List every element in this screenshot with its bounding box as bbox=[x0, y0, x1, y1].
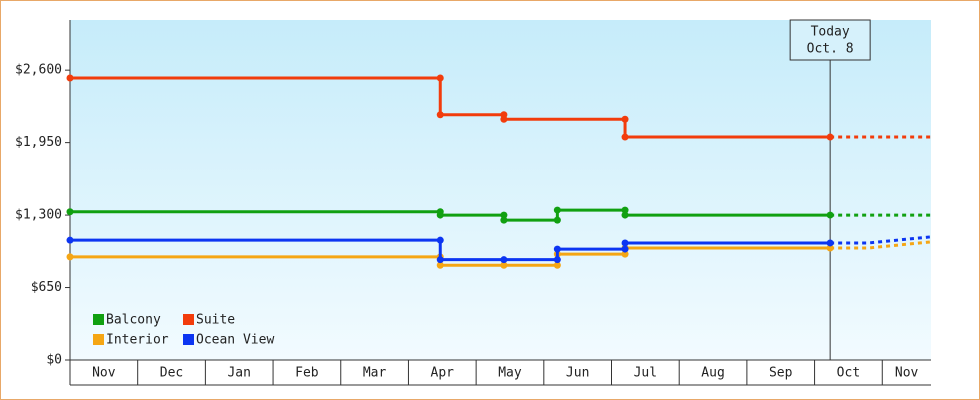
projection-line bbox=[830, 240, 932, 250]
x-tick-label: Sep bbox=[769, 366, 793, 381]
legend-swatch bbox=[93, 314, 104, 325]
point bbox=[553, 256, 561, 264]
x-tick-label: Nov bbox=[895, 366, 919, 381]
today-label: Oct. 8 bbox=[807, 42, 854, 57]
point bbox=[436, 111, 444, 119]
y-tick-label: $1,950 bbox=[15, 135, 62, 150]
point bbox=[826, 244, 834, 252]
point bbox=[500, 115, 508, 123]
point bbox=[436, 236, 444, 244]
point bbox=[553, 216, 561, 224]
legend-swatch bbox=[183, 334, 194, 345]
today-box bbox=[789, 19, 871, 61]
x-tick-label: Jul bbox=[634, 366, 657, 381]
point bbox=[553, 245, 561, 253]
point bbox=[66, 253, 74, 261]
point bbox=[500, 211, 508, 219]
x-tick-label: May bbox=[498, 366, 522, 381]
point bbox=[436, 256, 444, 264]
y-tick-label: $1,300 bbox=[15, 208, 62, 223]
point bbox=[826, 211, 834, 219]
point bbox=[500, 256, 508, 264]
point bbox=[621, 245, 629, 253]
point bbox=[553, 261, 561, 269]
point bbox=[436, 261, 444, 269]
point bbox=[66, 208, 74, 216]
point bbox=[621, 206, 629, 214]
y-tick-label: $2,600 bbox=[15, 63, 62, 78]
point bbox=[621, 211, 629, 219]
point bbox=[621, 133, 629, 141]
point bbox=[66, 236, 74, 244]
x-tick-label: Apr bbox=[431, 366, 455, 381]
point bbox=[621, 250, 629, 258]
legend-swatch bbox=[183, 314, 194, 325]
y-tick-label: $0 bbox=[46, 353, 62, 368]
point bbox=[436, 211, 444, 219]
projection-line bbox=[830, 235, 932, 245]
point bbox=[826, 239, 834, 247]
legend-label: Balcony bbox=[106, 313, 161, 328]
point bbox=[553, 206, 561, 214]
plot-area bbox=[70, 20, 931, 360]
legend-swatch bbox=[93, 334, 104, 345]
point bbox=[66, 74, 74, 82]
point bbox=[621, 239, 629, 247]
legend-label: Interior bbox=[106, 333, 169, 348]
point bbox=[500, 261, 508, 269]
x-tick-label: Oct bbox=[837, 366, 860, 381]
point bbox=[436, 74, 444, 82]
x-tick-label: Aug bbox=[701, 366, 724, 381]
today-label: Today bbox=[811, 25, 850, 40]
x-tick-label: Dec bbox=[160, 366, 183, 381]
point bbox=[621, 115, 629, 123]
x-tick-label: Mar bbox=[363, 366, 387, 381]
x-tick-label: Nov bbox=[92, 366, 116, 381]
point bbox=[500, 216, 508, 224]
point bbox=[826, 133, 834, 141]
legend-label: Suite bbox=[196, 313, 235, 328]
x-tick-label: Jun bbox=[566, 366, 589, 381]
legend-label: Ocean View bbox=[196, 333, 274, 348]
y-tick-label: $650 bbox=[31, 280, 62, 295]
x-tick-label: Feb bbox=[295, 366, 319, 381]
x-tick-label: Jan bbox=[227, 366, 250, 381]
